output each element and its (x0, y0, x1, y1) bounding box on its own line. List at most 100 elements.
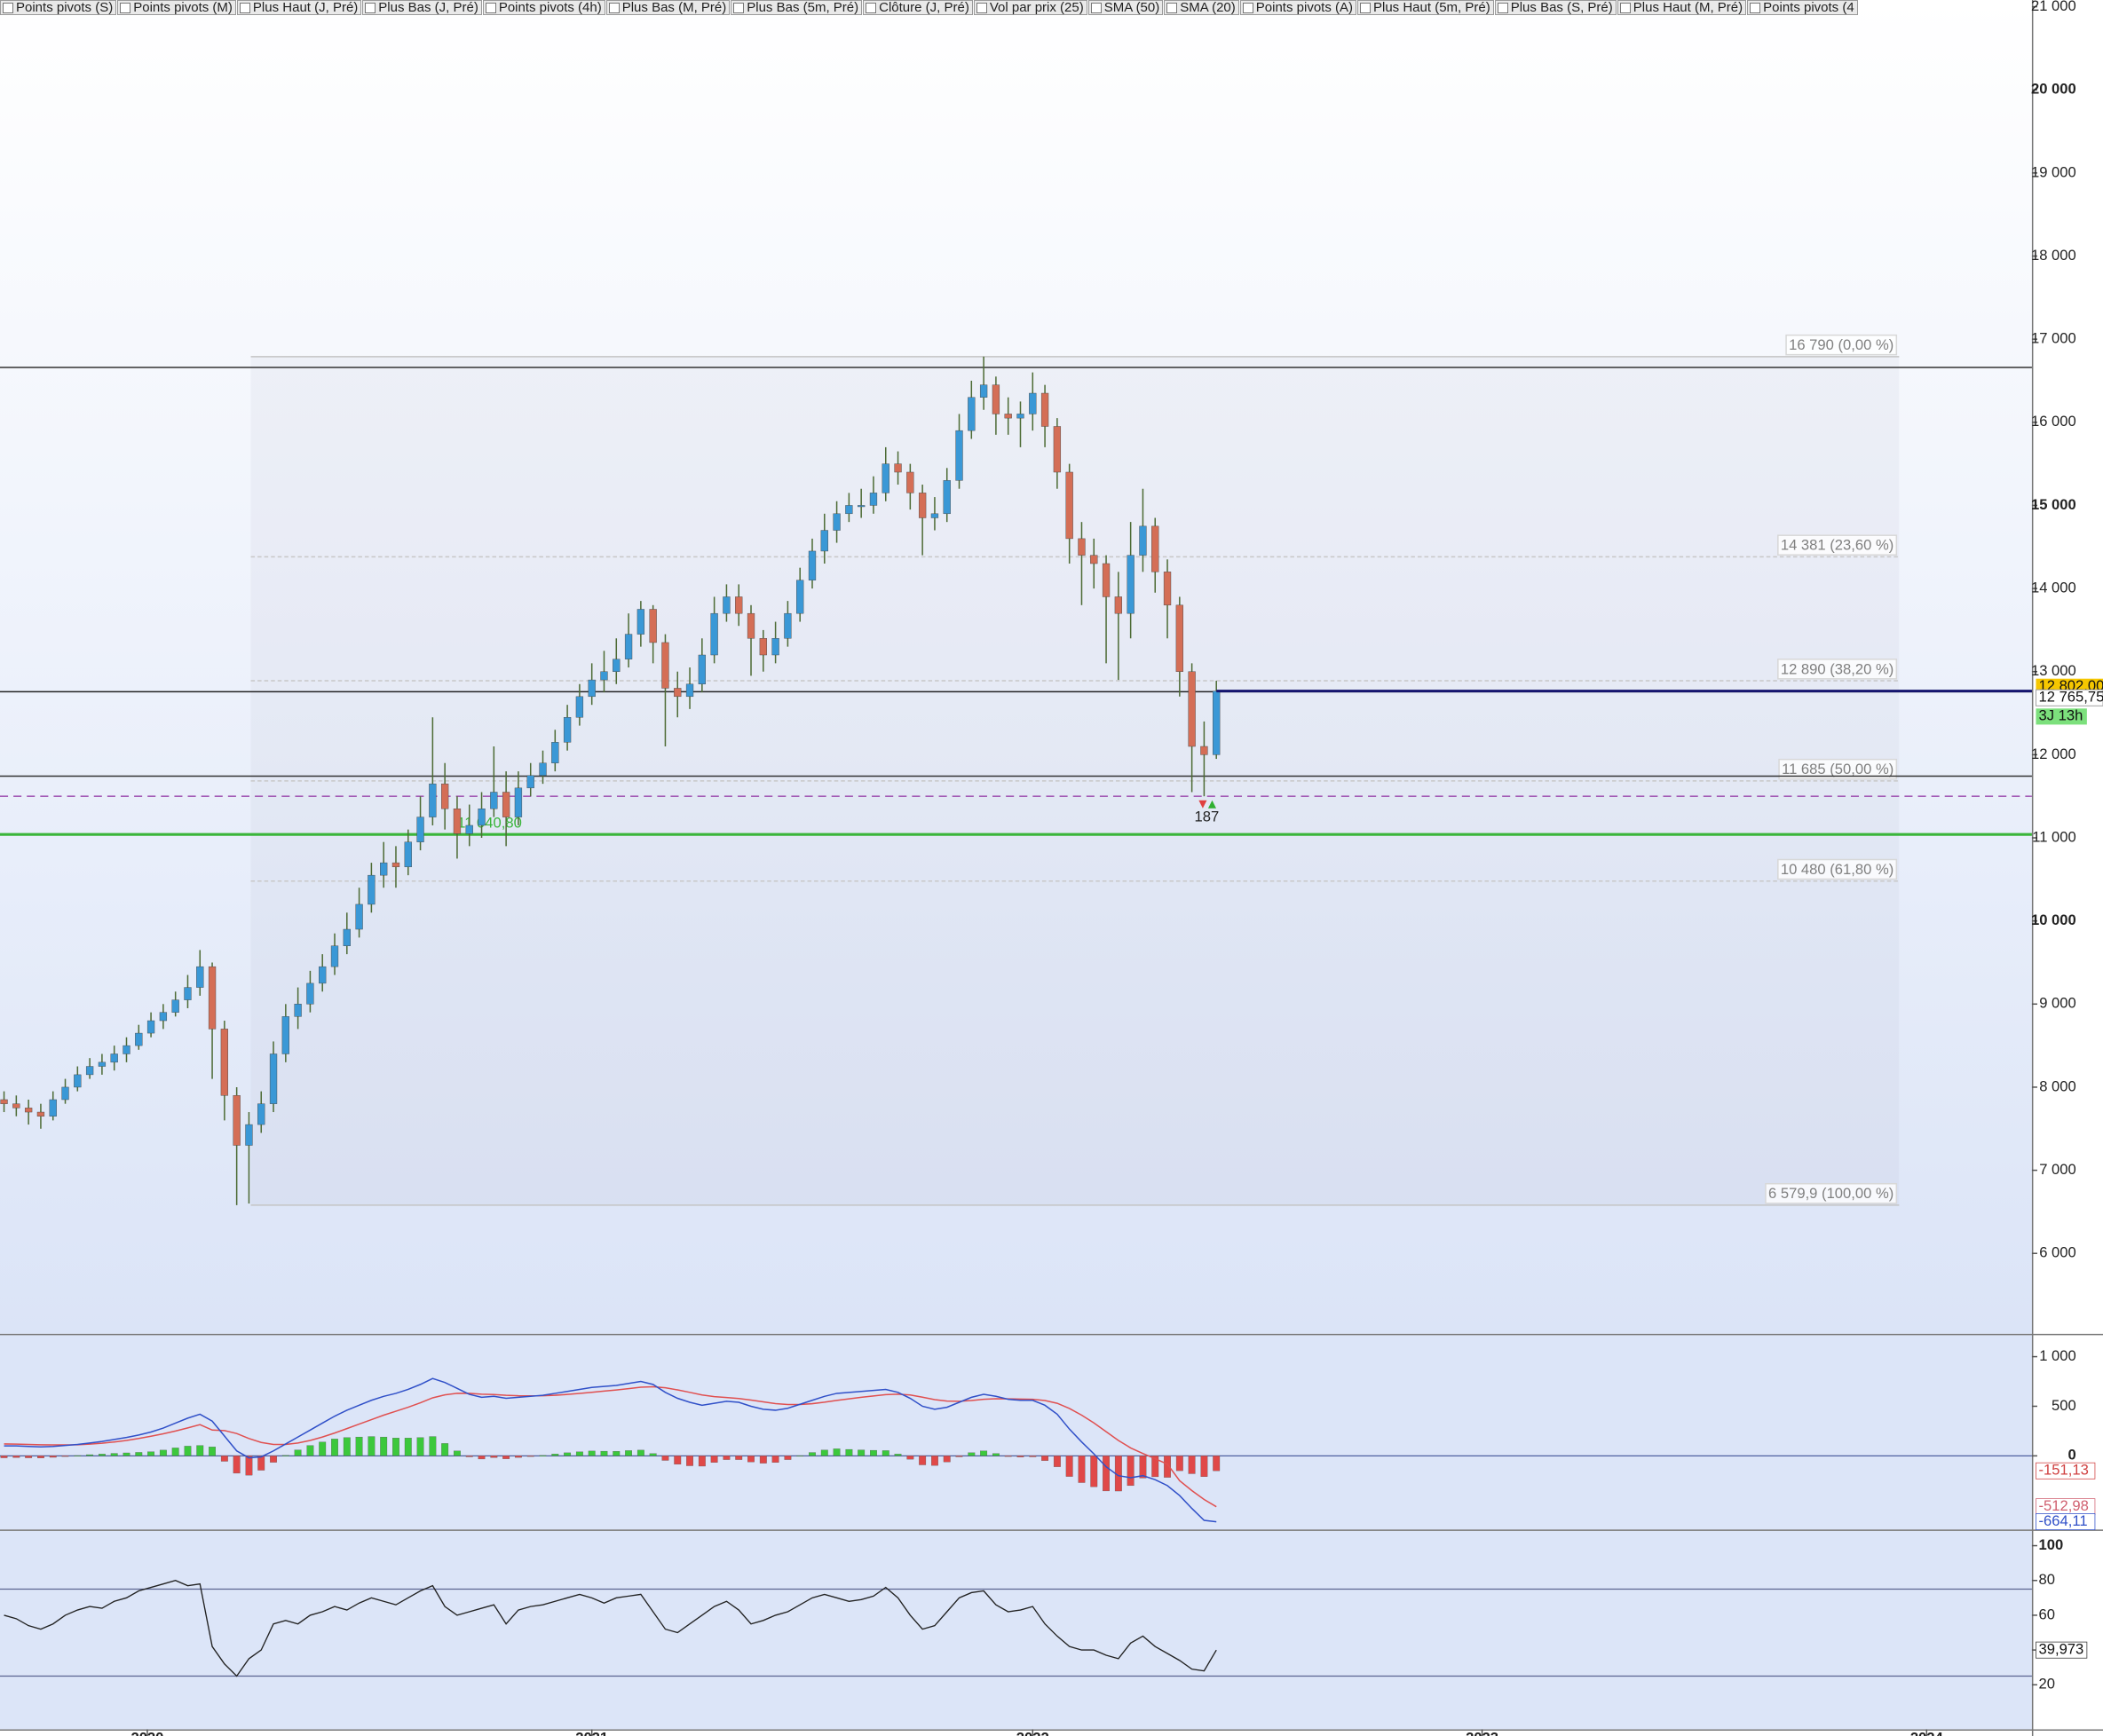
checkbox[interactable] (1750, 2, 1761, 13)
checkbox[interactable] (1619, 2, 1631, 13)
indicator-toggle[interactable]: Plus Haut (5m, Pré) (1357, 0, 1494, 15)
histogram-bar (820, 1449, 828, 1456)
y-tick-label: 9 000 (2039, 995, 2076, 1012)
candle-body (808, 550, 817, 580)
checkbox[interactable] (239, 2, 250, 13)
candle-body (514, 787, 523, 817)
histogram-bar (209, 1447, 216, 1456)
candle-body (858, 505, 866, 508)
checkbox[interactable] (1497, 2, 1508, 13)
annotation-label: 187 (1195, 809, 1220, 825)
histogram-bar (233, 1456, 241, 1474)
checkbox[interactable] (1242, 2, 1253, 13)
candle-body (869, 493, 878, 506)
histogram-bar (368, 1436, 376, 1456)
y-tick-label: 21 000 (2031, 0, 2076, 14)
checkbox[interactable] (3, 2, 13, 13)
checkbox[interactable] (866, 2, 877, 13)
toggle-label: SMA (50) (1103, 0, 1160, 15)
candle-body (1188, 671, 1196, 747)
candle-body (526, 775, 534, 789)
candle-body (918, 493, 927, 518)
histogram-bar (551, 1454, 559, 1456)
indicator-toggle[interactable]: Plus Haut (M, Pré) (1617, 0, 1747, 15)
candle-body (257, 1103, 265, 1125)
checkbox[interactable] (733, 2, 745, 13)
y-tick-label: 12 000 (2031, 746, 2076, 762)
y-tick-label: 80 (2038, 1571, 2054, 1588)
indicator-toggle[interactable]: SMA (50) (1087, 0, 1164, 15)
rsi-line (4, 1580, 1217, 1677)
y-tick-label: 19 000 (2031, 163, 2076, 180)
candle-body (1090, 555, 1098, 564)
timer-tag (2036, 708, 2087, 725)
histogram-bar (625, 1450, 633, 1456)
candle-body (563, 717, 572, 743)
candle-body (759, 638, 767, 656)
indicator-toggle[interactable]: Plus Bas (S, Pré) (1494, 0, 1617, 15)
indicator-toggle[interactable]: Plus Haut (J, Pré) (236, 0, 362, 15)
checkbox[interactable] (365, 2, 376, 13)
checkbox[interactable] (1360, 2, 1371, 13)
y-tick-label: 8 000 (2039, 1077, 2076, 1094)
candle-body (159, 1012, 168, 1022)
toggle-label: Points pivots (S) (16, 0, 114, 15)
histogram-bar (123, 1452, 130, 1456)
histogram-bar (784, 1456, 792, 1460)
x-tick-label: 2022 (1016, 1729, 1049, 1736)
toggle-label: Clôture (J, Pré) (879, 0, 969, 15)
y-tick-label: 0 (2068, 1447, 2076, 1464)
checkbox[interactable] (120, 2, 131, 13)
indicator-toggle[interactable]: Points pivots (M) (117, 0, 236, 15)
indicator-toggle[interactable]: Points pivots (4h) (482, 0, 605, 15)
main-panel (0, 0, 2032, 1334)
histogram-bar (894, 1454, 902, 1456)
y-tick-label: 6 000 (2039, 1244, 2076, 1261)
x-tick-label: 2020 (130, 1729, 163, 1736)
histogram-bar (919, 1456, 927, 1465)
candle-body (723, 596, 731, 614)
indicator-toggle[interactable]: Points pivots (A) (1239, 0, 1356, 15)
candle-body (478, 809, 486, 826)
checkbox[interactable] (1090, 2, 1102, 13)
checkbox[interactable] (485, 2, 496, 13)
y-tick-label: 16 000 (2031, 413, 2076, 430)
histogram-bar (184, 1446, 192, 1456)
indicator-toggle[interactable]: SMA (20) (1164, 0, 1239, 15)
checkbox[interactable] (608, 2, 620, 13)
fib-label: 12 890 (38,20 %) (1781, 660, 1893, 677)
toggle-label: Plus Haut (5m, Pré) (1373, 0, 1490, 15)
fib-label: 6 579,9 (100,00 %) (1768, 1185, 1893, 1202)
candle-body (12, 1103, 20, 1109)
histogram-bar (710, 1456, 718, 1463)
candle-body (636, 609, 645, 635)
histogram-bar (1151, 1456, 1159, 1478)
candle-body (36, 1111, 45, 1117)
candle-body (490, 792, 498, 809)
y-tick-label: 18 000 (2031, 247, 2076, 264)
checkbox[interactable] (1166, 2, 1178, 13)
candle-body (735, 596, 743, 614)
histogram-bar (649, 1453, 657, 1456)
candle-body (588, 679, 596, 698)
indicator-toggle[interactable]: Plus Bas (J, Pré) (362, 0, 482, 15)
candle-body (281, 1016, 289, 1054)
histogram-bar (1127, 1456, 1135, 1487)
y-tick-label: 17 000 (2031, 330, 2076, 347)
indicator-toggle[interactable]: Plus Bas (5m, Pré) (731, 0, 863, 15)
checkbox[interactable] (976, 2, 987, 13)
candle-body (441, 783, 449, 809)
toggle-label: Points pivots (M) (133, 0, 233, 15)
histogram-bar (686, 1456, 693, 1466)
indicator-toggle[interactable]: Points pivots (S) (0, 0, 117, 15)
candle-body (171, 999, 179, 1013)
toggle-label: Points pivots (A) (1255, 0, 1353, 15)
indicator-toggle[interactable]: Clôture (J, Pré) (863, 0, 973, 15)
candle-body (784, 612, 792, 639)
y-tick-label: 10 000 (2031, 911, 2076, 928)
fib-zone (250, 356, 1900, 1205)
indicator-toggle[interactable]: Vol par prix (25) (973, 0, 1087, 15)
indicator-toggle[interactable]: Plus Bas (M, Pré) (605, 0, 731, 15)
candle-body (1163, 572, 1172, 606)
indicator-toggle[interactable]: Points pivots (4 (1747, 0, 1858, 15)
